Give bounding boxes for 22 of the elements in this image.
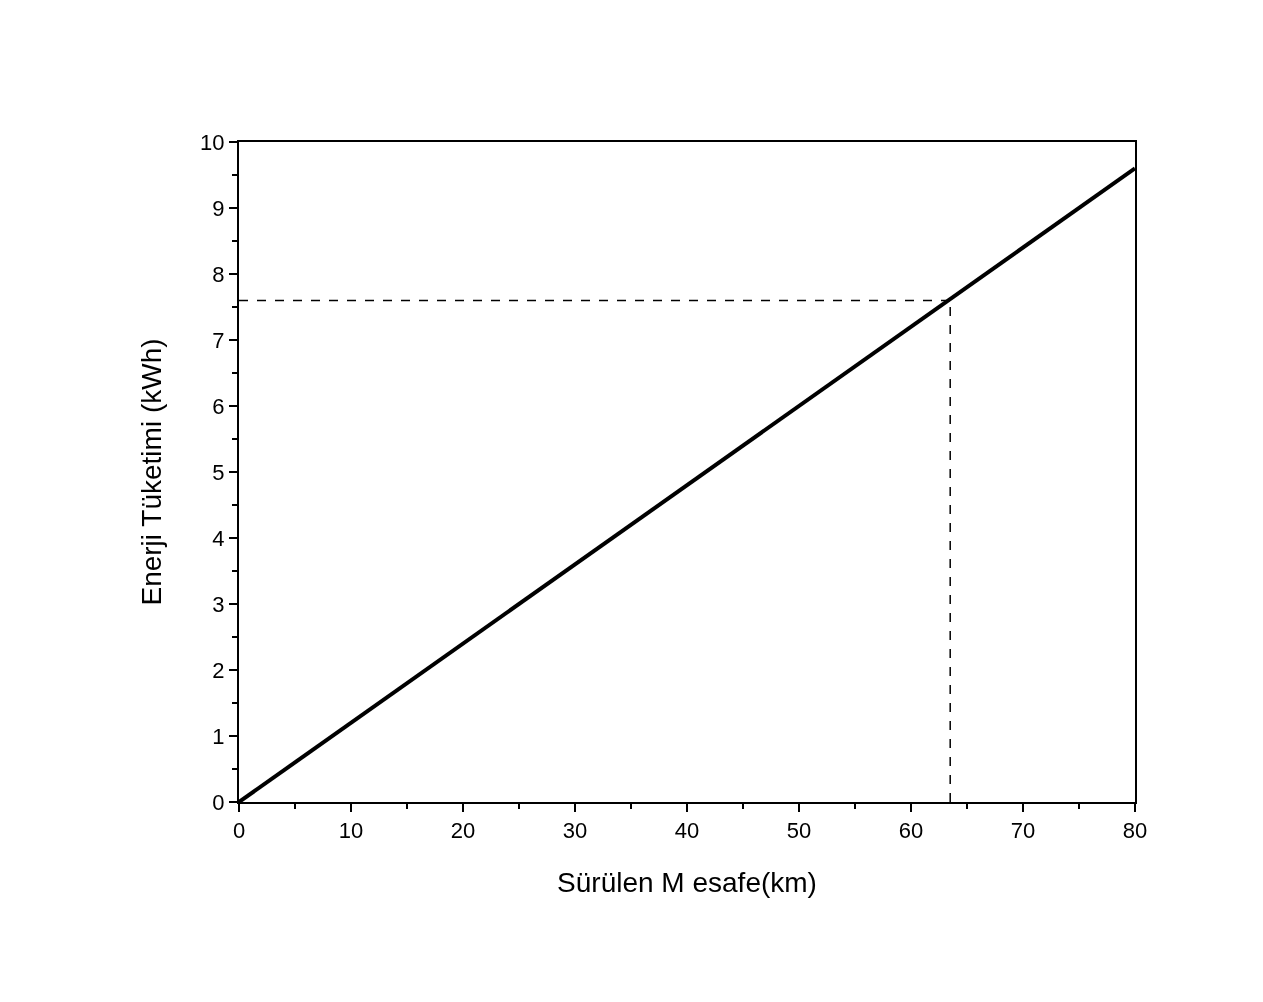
x-tick-label: 0 xyxy=(232,818,246,844)
y-tick-label: 1 xyxy=(212,723,225,749)
y-tick-label: 7 xyxy=(212,327,225,353)
x-tick-label: 60 xyxy=(898,818,924,844)
y-tick-label: 9 xyxy=(212,195,225,221)
x-axis-title: Sürülen M esafe(km) xyxy=(557,867,817,898)
y-tick-label: 0 xyxy=(212,789,225,815)
y-tick-label: 4 xyxy=(212,525,225,551)
y-tick-label: 2 xyxy=(212,657,225,683)
y-axis-title: Enerji Tüketimi (kWh) xyxy=(136,338,168,606)
x-tick-label: 40 xyxy=(674,818,700,844)
x-tick-label: 50 xyxy=(786,818,812,844)
x-tick-label: 80 xyxy=(1122,818,1148,844)
y-tick-label: 8 xyxy=(212,261,225,287)
x-tick-label: 30 xyxy=(562,818,588,844)
y-tick-label: 6 xyxy=(212,393,225,419)
y-tick-label: 10 xyxy=(200,129,225,155)
x-tick-label: 10 xyxy=(338,818,364,844)
y-tick-label: 5 xyxy=(212,459,225,485)
x-tick-label: 20 xyxy=(450,818,476,844)
y-tick-label: 3 xyxy=(212,591,225,617)
x-tick-label: 70 xyxy=(1010,818,1036,844)
